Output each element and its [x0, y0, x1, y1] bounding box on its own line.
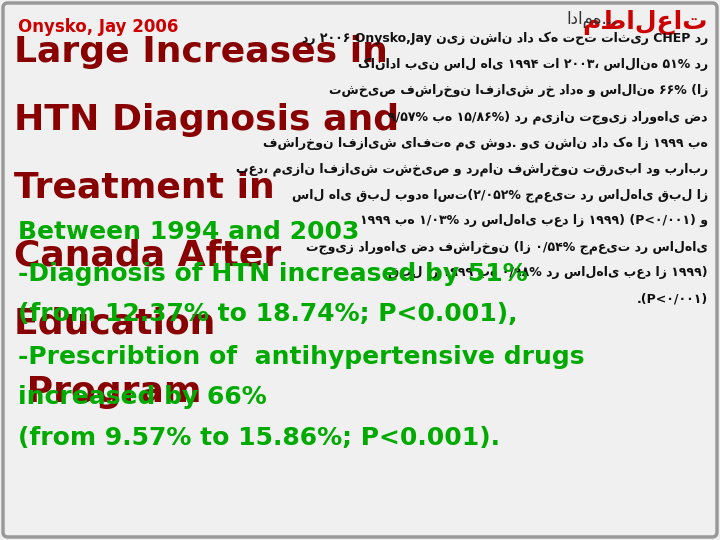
Text: Education: Education [14, 307, 217, 341]
Text: HTN Diagnosis and: HTN Diagnosis and [14, 103, 399, 137]
Text: قبل از ۱۹۹۹ به ۰/۹۸% در سالهای بعد از ۱۹۹۹): قبل از ۱۹۹۹ به ۰/۹۸% در سالهای بعد از ۱۹… [388, 266, 708, 279]
Text: تشخیص فشارخون افزایش رخ داده و سالانه ۶۶% (از: تشخیص فشارخون افزایش رخ داده و سالانه ۶۶… [328, 84, 708, 97]
Text: در ۲۰۰۶ Onysko,Jay نیز نشان داد که تحت تاثیر CHEP در: در ۲۰۰۶ Onysko,Jay نیز نشان داد که تحت ت… [302, 32, 708, 45]
Text: ادامه...: ادامه... [567, 10, 618, 28]
Text: Onysko, Jay 2006: Onysko, Jay 2006 [18, 18, 179, 36]
Text: Large Increases in: Large Increases in [14, 35, 388, 69]
Text: (from 9.57% to 15.86%; P<0.001).: (from 9.57% to 15.86%; P<0.001). [18, 426, 500, 450]
Text: Canada After: Canada After [14, 239, 282, 273]
Text: .(P<۰/۰۰۱): .(P<۰/۰۰۱) [636, 292, 708, 305]
Text: -Diagnosis of HTN increased by 51%: -Diagnosis of HTN increased by 51% [18, 262, 528, 286]
Text: کانادا بین سال های ۱۹۹۴ تا ۲۰۰۳، سالانه ۵۱% در: کانادا بین سال های ۱۹۹۴ تا ۲۰۰۳، سالانه … [358, 58, 708, 71]
Text: ۹/۵۷% به ۱۵/۸۶%) در میزان تجویز داروهای ضد: ۹/۵۷% به ۱۵/۸۶%) در میزان تجویز داروهای … [389, 110, 708, 124]
Text: بعد، میزان افزایش تشخیص و درمان فشارخون تقریبا دو برابر: بعد، میزان افزایش تشخیص و درمان فشارخون … [236, 162, 708, 176]
Text: Between 1994 and 2003: Between 1994 and 2003 [18, 220, 359, 244]
Text: مطالعات: مطالعات [582, 10, 708, 35]
Text: -Prescribtion of  antihypertensive drugs: -Prescribtion of antihypertensive drugs [18, 345, 585, 369]
Text: increased by 66%: increased by 66% [18, 385, 266, 409]
FancyBboxPatch shape [3, 3, 717, 537]
Text: Treatment in: Treatment in [14, 171, 275, 205]
Text: Program: Program [14, 375, 202, 409]
Text: سال های قبل بوده است(۲/۰۵۲% جمعیت در سالهای قبل از: سال های قبل بوده است(۲/۰۵۲% جمعیت در سال… [292, 188, 708, 201]
Text: فشارخون افزایش یافته می شود. وی نشان داد که از ۱۹۹۹ به: فشارخون افزایش یافته می شود. وی نشان داد… [263, 136, 708, 150]
Text: (from 12.37% to 18.74%; P<0.001),: (from 12.37% to 18.74%; P<0.001), [18, 302, 518, 326]
Text: تجویز داروهای ضد فشارخون (از ۰/۵۴% جمعیت در سالهای: تجویز داروهای ضد فشارخون (از ۰/۵۴% جمعیت… [306, 240, 708, 254]
Text: ۱۹۹۹ به ۱/۰۳% در سالهای بعد از ۱۹۹۹) (P<۰/۰۰۱) و: ۱۹۹۹ به ۱/۰۳% در سالهای بعد از ۱۹۹۹) (P<… [360, 214, 708, 227]
